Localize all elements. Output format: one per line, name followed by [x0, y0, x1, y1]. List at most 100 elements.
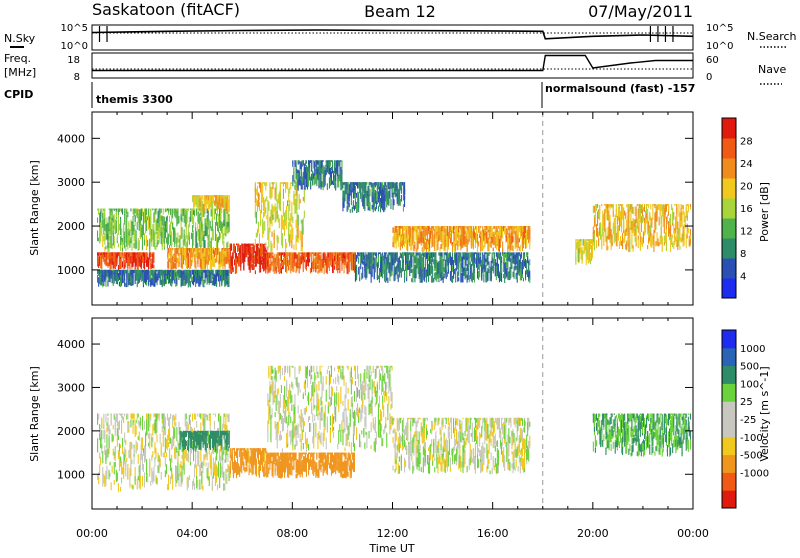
echo-cell: [352, 182, 353, 184]
echo-cell: [177, 209, 178, 213]
echo-cell: [582, 250, 583, 259]
echo-cell: [306, 160, 307, 163]
echo-cell: [107, 270, 108, 273]
echo-cell: [322, 160, 323, 167]
echo-cell: [395, 226, 396, 233]
echo-cell: [615, 230, 616, 242]
echo-cell: [131, 253, 132, 262]
echo-cell: [292, 181, 293, 186]
echo-cell: [474, 264, 475, 273]
echo-cell: [425, 226, 426, 228]
echo-cell: [384, 252, 385, 254]
echo-cell: [97, 218, 98, 223]
echo-cell: [220, 233, 221, 238]
echo-cell: [480, 236, 481, 242]
echo-cell: [311, 252, 312, 254]
echo-cell: [191, 248, 192, 255]
echo-cell: [208, 195, 209, 200]
echo-cell: [207, 227, 208, 235]
echo-cell: [659, 204, 660, 210]
echo-cell: [201, 259, 202, 270]
echo-cell: [347, 206, 348, 212]
echo-cell: [254, 245, 255, 253]
echo-cell: [527, 230, 528, 236]
echo-cell: [449, 226, 450, 232]
echo-cell: [138, 213, 139, 223]
echo-cell: [221, 204, 222, 208]
echo-cell: [107, 235, 108, 248]
echo-cell: [387, 191, 388, 205]
echo-cell: [422, 247, 423, 251]
echo-cell: [306, 176, 307, 187]
echo-cell: [528, 261, 529, 265]
echo-cell: [163, 216, 164, 230]
echo-cell: [522, 241, 523, 248]
nsearch-tick-lo: 10^0: [706, 41, 733, 52]
echo-cell: [104, 247, 105, 252]
echo-cell: [133, 256, 134, 267]
echo-cell: [224, 209, 225, 225]
echo-cell: [292, 252, 293, 254]
echo-cell: [663, 209, 664, 219]
echo-cell: [670, 237, 671, 252]
echo-cell: [650, 241, 651, 247]
echo-cell: [324, 167, 325, 177]
echo-cell: [252, 247, 253, 263]
echo-cell: [334, 266, 335, 270]
echo-cell: [120, 209, 121, 212]
echo-cell: [159, 232, 160, 239]
nsky-panel: [92, 25, 693, 50]
echo-cell: [627, 224, 628, 237]
echo-cell: [676, 208, 677, 218]
echo-cell: [375, 182, 376, 187]
echo-cell: [625, 229, 626, 236]
echo-cell: [684, 232, 685, 245]
echo-cell: [340, 167, 341, 171]
echo-cell: [219, 271, 220, 286]
echo-cell: [277, 258, 278, 264]
echo-cell: [127, 229, 128, 241]
echo-cell: [447, 272, 448, 277]
echo-cell: [122, 261, 123, 267]
echo-cell: [458, 277, 459, 281]
echo-cell: [372, 252, 373, 257]
echo-cell: [177, 258, 178, 263]
echo-cell: [420, 231, 421, 239]
echo-cell: [218, 265, 219, 269]
echo-cell: [591, 239, 592, 241]
echo-cell: [460, 252, 461, 257]
echo-cell: [490, 226, 491, 232]
echo-cell: [105, 252, 106, 264]
echo-cell: [508, 252, 509, 254]
echo-cell: [606, 204, 607, 208]
echo-cell: [485, 271, 486, 282]
echo-cell: [395, 267, 396, 277]
echo-cell: [390, 182, 391, 189]
echo-cell: [368, 186, 369, 198]
echo-cell: [178, 258, 179, 267]
echo-cell: [267, 268, 268, 273]
echo-cell: [217, 222, 218, 231]
echo-cell: [227, 241, 228, 247]
echo-cell: [622, 210, 623, 220]
echo-cell: [664, 208, 665, 221]
echo-cell: [145, 254, 146, 260]
echo-cell: [480, 231, 481, 235]
echo-cell: [228, 199, 229, 209]
echo-cell: [349, 203, 350, 208]
echo-cell: [437, 226, 438, 233]
echo-cell: [230, 244, 231, 246]
echo-cell: [309, 160, 310, 167]
echo-cell: [165, 275, 166, 279]
echo-cell: [687, 204, 688, 206]
echo-cell: [393, 252, 394, 258]
echo-cell: [187, 209, 188, 213]
echo-cell: [212, 248, 213, 254]
echo-cell: [527, 270, 528, 277]
echo-cell: [176, 211, 177, 227]
echo-cell: [635, 220, 636, 228]
echo-cell: [266, 196, 267, 201]
echo-cell: [148, 209, 149, 217]
echo-cell: [341, 263, 342, 271]
echo-cell: [596, 224, 597, 237]
